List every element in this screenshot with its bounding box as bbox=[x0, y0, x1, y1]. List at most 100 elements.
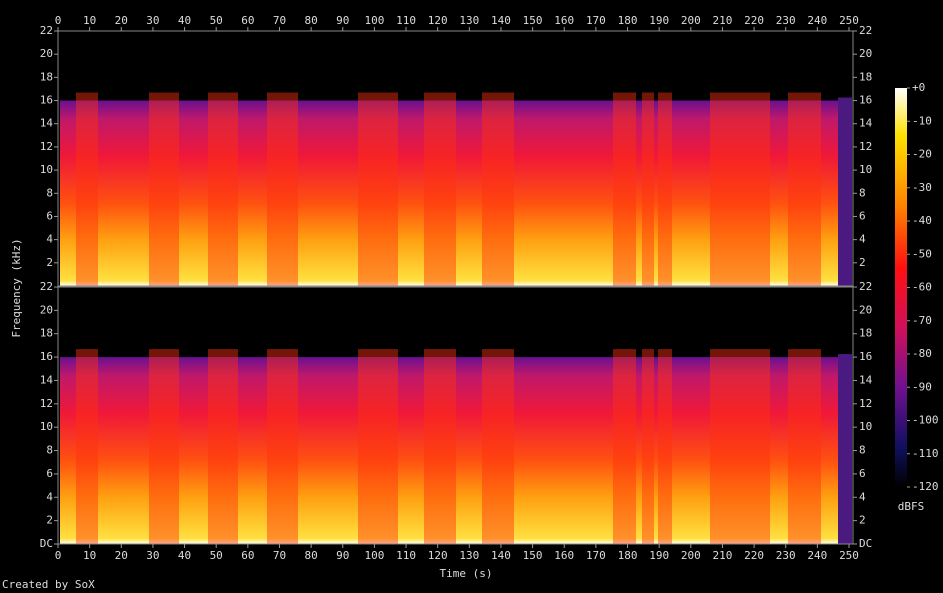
loud-block bbox=[710, 92, 770, 286]
x-tick-label-top: 160 bbox=[554, 14, 574, 27]
x-tick-label: 130 bbox=[459, 549, 479, 562]
x-tick-label: 170 bbox=[586, 549, 606, 562]
y-tick-label: 12 bbox=[40, 140, 53, 153]
x-tick-label: 50 bbox=[210, 549, 223, 562]
loud-block bbox=[482, 349, 514, 544]
spectrogram bbox=[60, 100, 840, 286]
x-tick-label-top: 90 bbox=[336, 14, 349, 27]
loud-block bbox=[710, 349, 770, 544]
y-tick-label-right: 20 bbox=[859, 47, 872, 60]
loud-block bbox=[267, 349, 298, 544]
y-tick-label-right: 16 bbox=[859, 350, 872, 363]
y-tick-label: 10 bbox=[40, 163, 53, 176]
y-tick-label: 2 bbox=[46, 514, 53, 527]
x-tick-label-top: 130 bbox=[459, 14, 479, 27]
x-tick-label: 70 bbox=[273, 549, 286, 562]
y-tick-label-right: 8 bbox=[859, 186, 866, 199]
loud-block bbox=[788, 349, 821, 544]
loud-block bbox=[76, 349, 98, 544]
y-tick-label: DC bbox=[40, 537, 53, 550]
loud-block bbox=[267, 92, 298, 286]
x-tick-label-top: 20 bbox=[115, 14, 128, 27]
x-tick-label-top: 180 bbox=[618, 14, 638, 27]
x-tick-label-top: 0 bbox=[55, 14, 62, 27]
x-tick-label: 0 bbox=[55, 549, 62, 562]
plot-frame bbox=[57, 30, 854, 287]
x-tick-label: 100 bbox=[364, 549, 384, 562]
y-tick-label-right: 22 bbox=[859, 24, 872, 37]
y-tick-label: 18 bbox=[40, 70, 53, 83]
y-tick-label: 4 bbox=[46, 490, 53, 503]
y-tick-label-right: 14 bbox=[859, 373, 873, 386]
loud-block bbox=[613, 92, 636, 286]
loud-block bbox=[788, 92, 821, 286]
loud-block bbox=[613, 349, 636, 544]
x-tick-label-top: 60 bbox=[241, 14, 254, 27]
y-tick-label: 20 bbox=[40, 303, 53, 316]
y-tick-label: 2 bbox=[46, 256, 53, 269]
x-tick-label: 190 bbox=[649, 549, 669, 562]
y-tick-label: 8 bbox=[46, 186, 53, 199]
x-tick-label-top: 10 bbox=[83, 14, 96, 27]
x-tick-label: 60 bbox=[241, 549, 254, 562]
loud-block bbox=[658, 349, 672, 544]
spectrogram bbox=[60, 357, 840, 544]
loud-block bbox=[208, 92, 238, 286]
x-tick-label: 160 bbox=[554, 549, 574, 562]
y-tick-label-right: 2 bbox=[859, 256, 866, 269]
x-tick-label-top: 170 bbox=[586, 14, 606, 27]
colorbar-tick-label: -70 bbox=[912, 314, 932, 327]
x-tick-label-top: 50 bbox=[210, 14, 223, 27]
colorbar-tick-label: -120 bbox=[912, 480, 939, 493]
x-tick-label-top: 150 bbox=[523, 14, 543, 27]
colorbar-tick-label: -10 bbox=[912, 114, 932, 127]
x-tick-label: 240 bbox=[807, 549, 827, 562]
x-tick-label: 220 bbox=[744, 549, 764, 562]
y-tick-label: 22 bbox=[40, 280, 53, 293]
loud-block bbox=[358, 349, 398, 544]
x-tick-label: 110 bbox=[396, 549, 416, 562]
y-tick-label-right: 18 bbox=[859, 327, 872, 340]
y-tick-label-right: 18 bbox=[859, 70, 872, 83]
y-tick-label: 18 bbox=[40, 327, 53, 340]
y-tick-label: 8 bbox=[46, 444, 53, 457]
colorbar-label: dBFS bbox=[898, 500, 925, 513]
x-tick-label-top: 80 bbox=[304, 14, 317, 27]
loud-block bbox=[358, 92, 398, 286]
y-tick-label-right: 10 bbox=[859, 420, 872, 433]
y-tick-label: 14 bbox=[40, 117, 54, 130]
loud-block bbox=[642, 349, 654, 544]
y-axis-label: Frequency (kHz) bbox=[10, 238, 23, 337]
loud-block bbox=[424, 349, 456, 544]
y-tick-label-right: DC bbox=[859, 537, 872, 550]
y-tick-label-right: 14 bbox=[859, 117, 873, 130]
y-tick-label-right: 22 bbox=[859, 280, 872, 293]
x-tick-label-top: 220 bbox=[744, 14, 764, 27]
loud-block bbox=[149, 349, 179, 544]
colorbar-tick-label: -30 bbox=[912, 181, 932, 194]
y-tick-label-right: 2 bbox=[859, 514, 866, 527]
x-tick-label: 140 bbox=[491, 549, 511, 562]
colorbar bbox=[895, 88, 907, 487]
x-tick-label: 250 bbox=[839, 549, 859, 562]
x-tick-label-top: 110 bbox=[396, 14, 416, 27]
x-tick-label-top: 140 bbox=[491, 14, 511, 27]
y-tick-label: 6 bbox=[46, 467, 53, 480]
y-tick-label-right: 6 bbox=[859, 467, 866, 480]
x-tick-label-top: 240 bbox=[807, 14, 827, 27]
x-tick-label-top: 250 bbox=[839, 14, 859, 27]
x-tick-label-top: 210 bbox=[713, 14, 733, 27]
y-tick-label-right: 4 bbox=[859, 233, 866, 246]
x-tick-label: 200 bbox=[681, 549, 701, 562]
colorbar-tick-label: +0 bbox=[912, 81, 925, 94]
colorbar-tick-label: -80 bbox=[912, 347, 932, 360]
loud-block bbox=[658, 92, 672, 286]
colorbar-tick-label: -20 bbox=[912, 148, 932, 161]
loud-block bbox=[424, 92, 456, 286]
y-tick-label: 22 bbox=[40, 24, 53, 37]
x-tick-label: 80 bbox=[304, 549, 317, 562]
x-tick-label-top: 120 bbox=[428, 14, 448, 27]
colorbar-tick-label: -110 bbox=[912, 447, 939, 460]
x-tick-label: 10 bbox=[83, 549, 96, 562]
